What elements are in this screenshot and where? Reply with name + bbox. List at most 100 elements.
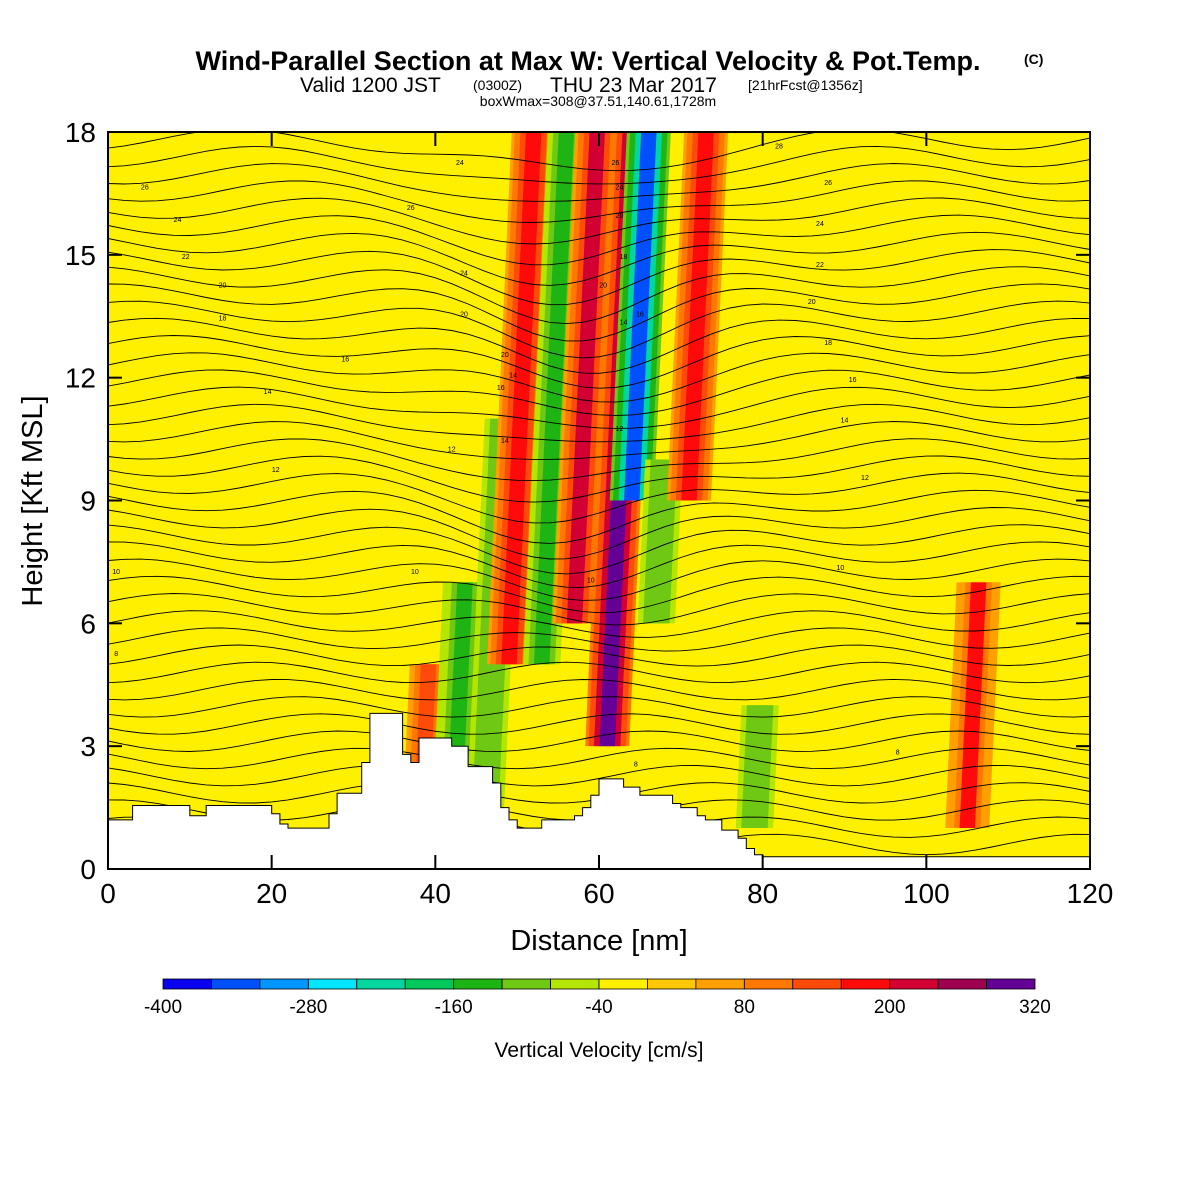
terrain bbox=[108, 712, 1090, 869]
w-band bbox=[534, 132, 575, 665]
colorbar-swatch bbox=[937, 978, 987, 990]
contour-label: 14 bbox=[264, 389, 272, 396]
x-tick-label: 20 bbox=[256, 878, 287, 909]
colorbar-swatch bbox=[162, 978, 212, 990]
subtitle-valid: Valid 1200 JST bbox=[300, 74, 441, 97]
x-tick-label: 120 bbox=[1067, 878, 1114, 909]
y-tick-label: 12 bbox=[65, 363, 96, 394]
contour-label: 20 bbox=[808, 299, 816, 306]
theta-contour bbox=[108, 283, 1090, 342]
contour-label: 14 bbox=[620, 319, 628, 326]
contour-labels: 26 24 22 20 18 16 14 12 10 8 10 12 24 26 24 20 20 16 14 14 1… bbox=[112, 143, 899, 768]
theta-contour bbox=[108, 386, 1090, 429]
theta-contour bbox=[108, 507, 1090, 560]
theta-contour bbox=[108, 541, 1090, 588]
theta-contour bbox=[108, 610, 1090, 638]
y-tick-label: 6 bbox=[80, 608, 96, 639]
subtitle-utc: (0300Z) bbox=[473, 77, 522, 93]
theta-contour bbox=[108, 214, 1090, 266]
contour-label: 16 bbox=[849, 377, 857, 384]
contour-label: 18 bbox=[219, 315, 227, 322]
contour-label: 8 bbox=[634, 762, 638, 769]
theta-contour bbox=[108, 627, 1090, 652]
theta-contour bbox=[108, 730, 1090, 752]
contour-label: 10 bbox=[411, 569, 419, 576]
colorbar-swatch bbox=[356, 978, 406, 990]
x-tick-label: 100 bbox=[903, 878, 950, 909]
contour-label: 20 bbox=[219, 283, 227, 290]
theta-contour bbox=[108, 644, 1090, 667]
theta-contour bbox=[108, 197, 1090, 245]
theta-contour bbox=[108, 249, 1090, 306]
colorbar-swatch bbox=[647, 978, 697, 990]
contour-label: 10 bbox=[112, 569, 120, 576]
contour-label: 14 bbox=[841, 418, 849, 425]
contour-label: 16 bbox=[636, 311, 644, 318]
y-tick-label: 18 bbox=[65, 117, 96, 148]
theta-contour bbox=[108, 352, 1090, 403]
theta-contour bbox=[108, 317, 1090, 374]
w-band bbox=[624, 132, 657, 501]
colorbar-swatch bbox=[501, 978, 551, 990]
y-tick-label: 3 bbox=[80, 731, 96, 762]
theta-contour bbox=[108, 421, 1090, 460]
contour-label: 18 bbox=[824, 340, 832, 347]
theta-contour bbox=[108, 300, 1090, 359]
theta-contour bbox=[108, 163, 1090, 202]
theta-contour bbox=[108, 661, 1090, 684]
contour-label: 20 bbox=[501, 352, 509, 359]
contour-label: 10 bbox=[587, 577, 595, 584]
contour-label: 24 bbox=[460, 270, 468, 277]
contour-label: 20 bbox=[616, 213, 624, 220]
subtitle-fcst: [21hrFcst@1356z] bbox=[748, 77, 863, 93]
contour-label: 20 bbox=[460, 311, 468, 318]
contour-label: 24 bbox=[616, 184, 624, 191]
theta-contour bbox=[108, 180, 1090, 223]
colorbar-tick-label: 80 bbox=[734, 997, 755, 1018]
y-tick-label: 0 bbox=[80, 854, 96, 885]
contour-label: 26 bbox=[611, 160, 619, 167]
colorbar-swatch bbox=[695, 978, 745, 990]
theta-contour bbox=[108, 696, 1090, 718]
theta-contour bbox=[108, 369, 1090, 416]
contour-label: 20 bbox=[599, 283, 607, 290]
contour-label: 26 bbox=[407, 205, 415, 212]
colorbar-label: Vertical Velocity [cm/s] bbox=[495, 1039, 704, 1062]
theta-contour bbox=[108, 747, 1090, 770]
theta-contour bbox=[108, 266, 1090, 325]
contour-label: 22 bbox=[816, 262, 824, 269]
w-band bbox=[959, 582, 987, 829]
terrain-profile bbox=[108, 712, 1090, 869]
theta-contour bbox=[108, 438, 1090, 482]
x-tick-label: 0 bbox=[100, 878, 116, 909]
contour-label: 24 bbox=[174, 217, 182, 224]
contour-label: 24 bbox=[456, 160, 464, 167]
colorbar bbox=[162, 978, 1036, 990]
x-axis-ticks: 0 20 40 60 80 100 120 bbox=[100, 132, 1113, 909]
colorbar-tick-label: 200 bbox=[874, 997, 906, 1018]
contour-label: 26 bbox=[141, 184, 149, 191]
contour-label: 14 bbox=[501, 438, 509, 445]
contour-label: 8 bbox=[896, 749, 900, 756]
colorbar-tick-label: -160 bbox=[435, 997, 473, 1018]
contour-label: 14 bbox=[509, 373, 517, 380]
colorbar-tick-label: -280 bbox=[289, 997, 327, 1018]
colorbar-swatch bbox=[550, 978, 600, 990]
contour-label: 12 bbox=[272, 467, 280, 474]
colorbar-swatch bbox=[211, 978, 261, 990]
x-tick-label: 40 bbox=[420, 878, 451, 909]
contour-label: 12 bbox=[861, 475, 869, 482]
box-info: boxWmax=308@37.51,140.61,1728m bbox=[480, 93, 716, 109]
colorbar-tick-label: 320 bbox=[1019, 997, 1051, 1018]
y-axis-label: Height [Kft MSL] bbox=[17, 395, 49, 606]
contour-label: 12 bbox=[616, 426, 624, 433]
contour-label: 16 bbox=[497, 385, 505, 392]
contour-label: 12 bbox=[448, 446, 456, 453]
theta-contour bbox=[108, 231, 1090, 286]
theta-contour bbox=[108, 403, 1090, 443]
colorbar-swatch bbox=[453, 978, 503, 990]
colorbar-swatch bbox=[598, 978, 648, 990]
theta-contour bbox=[108, 145, 1090, 185]
colorbar-swatch bbox=[840, 978, 891, 990]
colorbar-swatch bbox=[986, 978, 1036, 990]
